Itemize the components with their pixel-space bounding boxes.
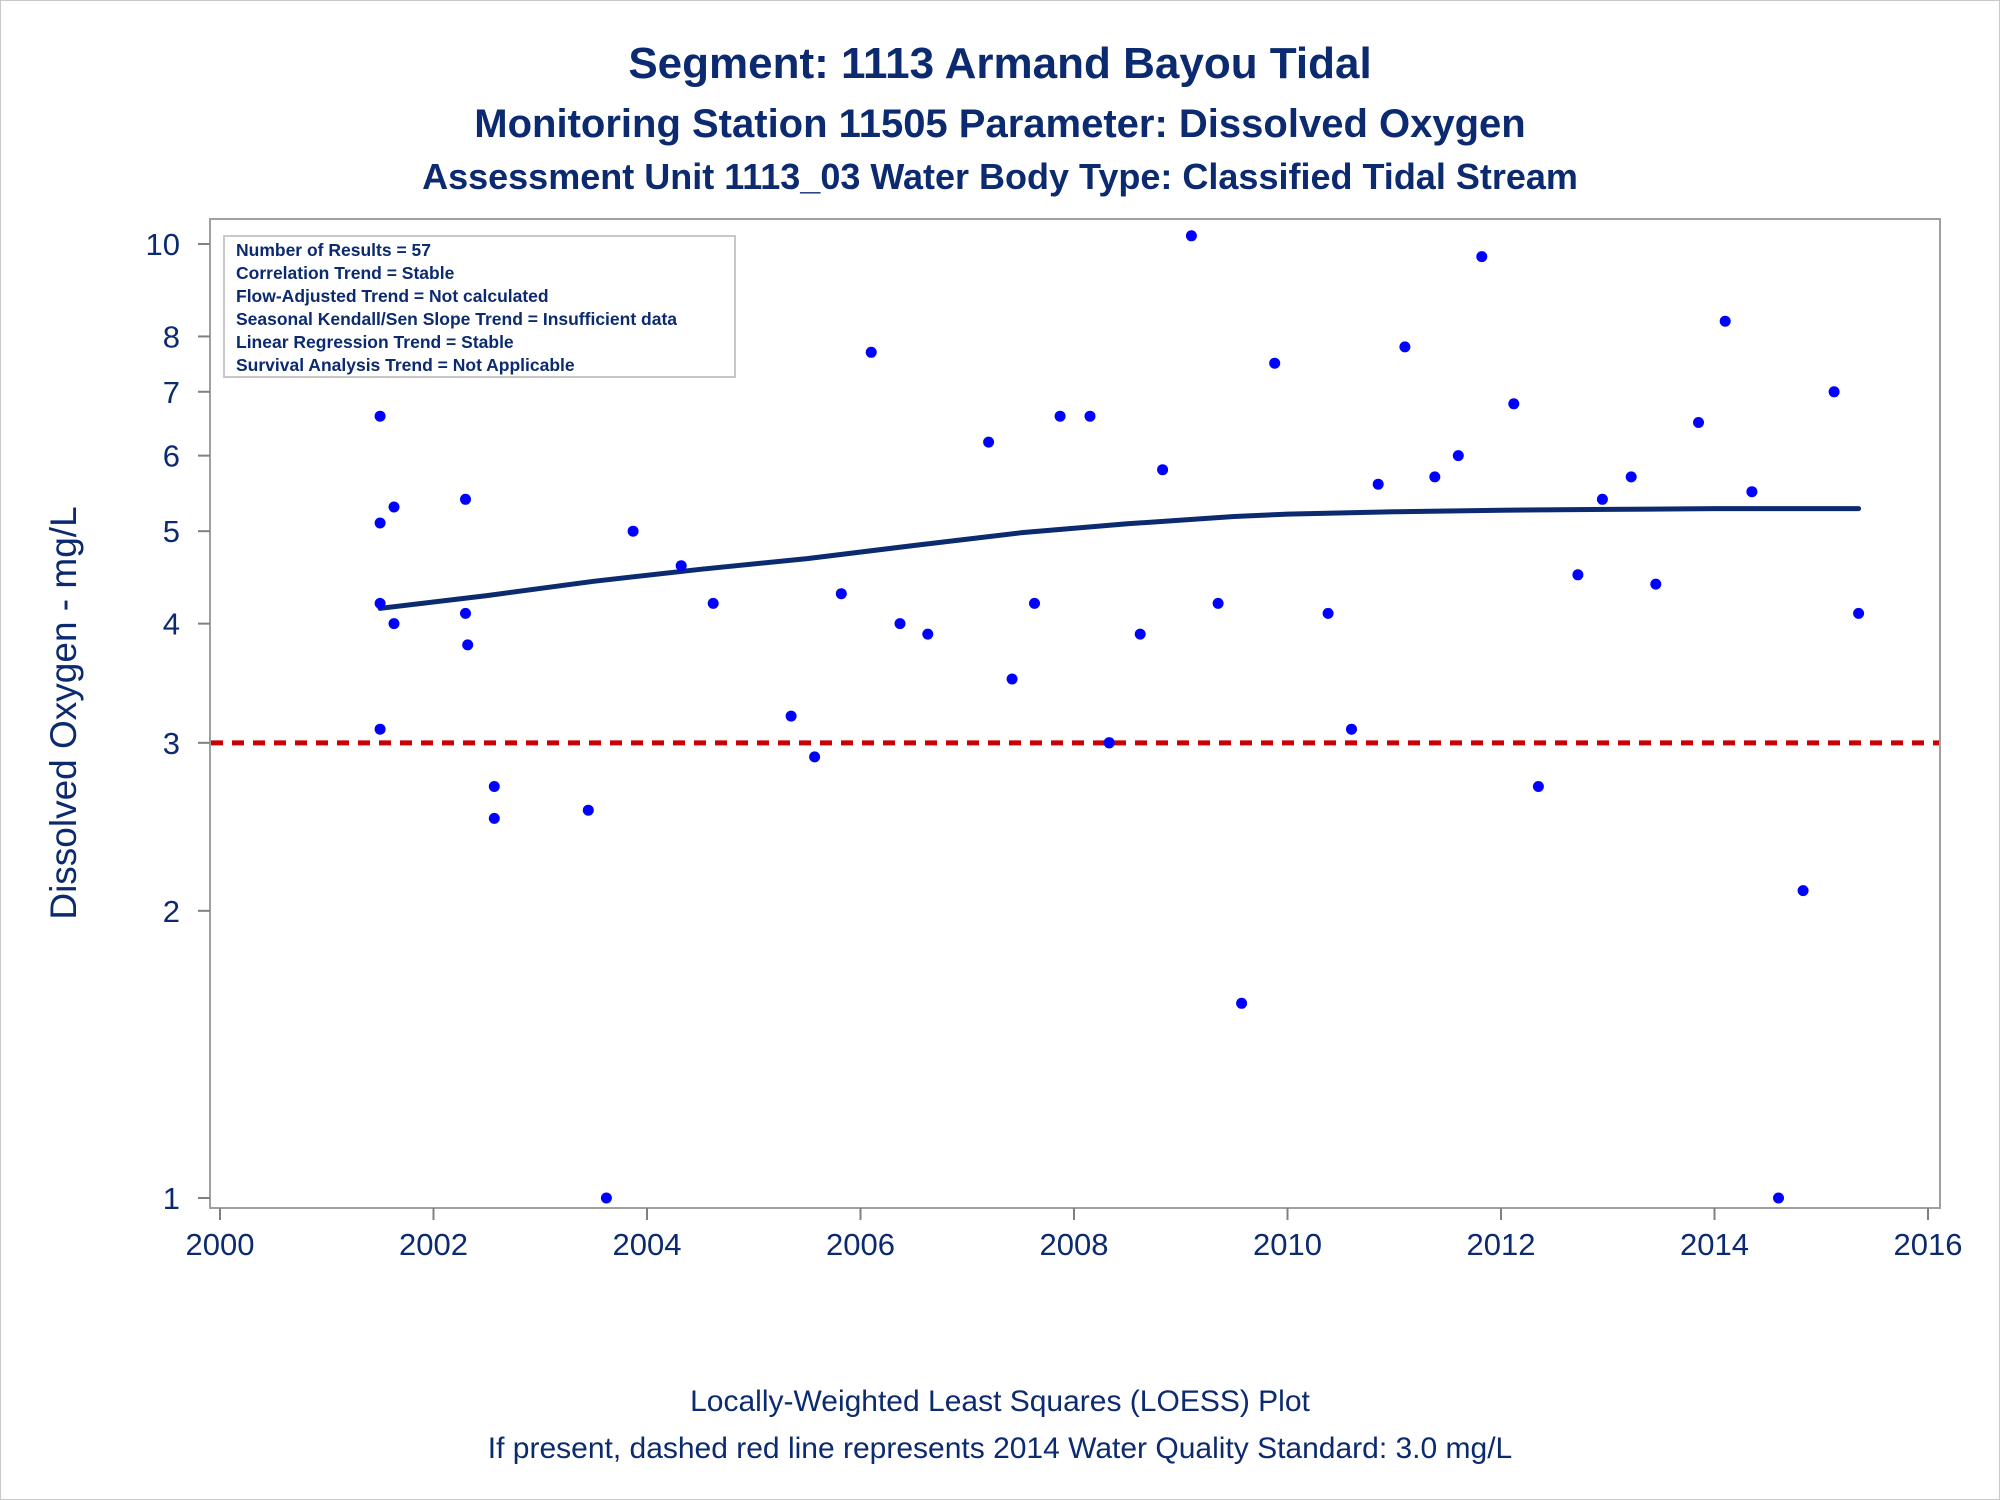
x-tick-label: 2000 <box>186 1227 255 1262</box>
data-point <box>1625 471 1637 483</box>
data-point <box>374 723 386 735</box>
y-tick-label: 5 <box>163 514 180 549</box>
data-point <box>1029 597 1040 609</box>
stats-line-2: Correlation Trend = Stable <box>236 263 455 283</box>
data-point <box>1236 997 1248 1009</box>
x-tick-label: 2006 <box>826 1227 895 1262</box>
data-point <box>374 517 386 529</box>
stats-line-4: Seasonal Kendall/Sen Slope Trend = Insuf… <box>236 309 677 329</box>
data-point <box>1006 673 1018 685</box>
y-axis: 1 2 3 4 5 6 7 8 10 <box>146 227 210 1216</box>
loess-line <box>377 506 1862 611</box>
chart-subtitle: Monitoring Station 11505 Parameter: Diss… <box>474 102 1525 146</box>
data-point <box>1399 341 1411 353</box>
data-point <box>488 812 500 824</box>
data-point <box>835 588 847 600</box>
data-point <box>894 618 906 630</box>
data-point <box>1372 478 1384 490</box>
data-point <box>1650 578 1662 590</box>
data-point <box>707 597 719 609</box>
data-point <box>922 628 934 640</box>
data-point <box>1212 597 1224 609</box>
y-tick-label: 10 <box>146 227 180 262</box>
data-point <box>1853 607 1865 619</box>
footnote-1: Locally-Weighted Least Squares (LOESS) P… <box>690 1385 1310 1418</box>
data-point <box>1103 737 1115 749</box>
data-point <box>809 751 821 763</box>
data-point <box>1508 398 1520 410</box>
y-tick-label: 1 <box>163 1181 180 1216</box>
data-point <box>1322 607 1334 619</box>
data-points-group <box>374 230 1865 1204</box>
data-point <box>1452 450 1464 462</box>
data-point <box>1746 486 1758 498</box>
data-point <box>1185 230 1197 242</box>
chart-subtitle-2: Assessment Unit 1113_03 Water Body Type:… <box>422 156 1578 197</box>
x-tick-label: 2008 <box>1040 1227 1109 1262</box>
y-tick-label: 7 <box>163 375 180 410</box>
data-point <box>600 1192 612 1204</box>
stats-inset: Number of Results = 57 Correlation Trend… <box>223 235 736 378</box>
data-point <box>462 639 474 651</box>
y-tick-label: 3 <box>163 726 180 761</box>
data-point <box>1773 1192 1784 1204</box>
stats-line-5: Linear Regression Trend = Stable <box>236 332 514 352</box>
data-point <box>488 781 500 792</box>
x-tick-label: 2004 <box>613 1227 682 1262</box>
data-point <box>1084 410 1096 422</box>
stats-line-6: Survival Analysis Trend = Not Applicable <box>236 355 575 375</box>
data-point <box>983 436 995 448</box>
data-point <box>388 618 400 630</box>
stats-line-1: Number of Results = 57 <box>236 240 431 260</box>
data-point <box>1476 251 1488 263</box>
x-tick-label: 2016 <box>1894 1227 1963 1262</box>
data-point <box>374 597 386 609</box>
data-point <box>1532 781 1544 792</box>
data-point <box>785 710 797 722</box>
data-point <box>1134 628 1146 640</box>
data-point <box>675 560 687 572</box>
x-axis: 2000 2002 2004 2006 2008 2010 2012 2014 2016 <box>186 1208 1963 1262</box>
data-point <box>1693 417 1704 428</box>
plot-area <box>209 218 1941 1209</box>
data-point <box>582 804 594 816</box>
data-point <box>460 493 471 505</box>
data-point <box>1346 723 1357 735</box>
data-point <box>1797 885 1809 897</box>
data-point <box>374 410 386 422</box>
x-tick-label: 2010 <box>1253 1227 1322 1262</box>
data-point <box>1596 493 1608 505</box>
data-point <box>1269 357 1281 369</box>
chart-title: Segment: 1113 Armand Bayou Tidal <box>628 39 1371 88</box>
stats-line-3: Flow-Adjusted Trend = Not calculated <box>236 286 549 306</box>
data-point <box>1054 410 1066 422</box>
y-tick-label: 6 <box>163 439 180 474</box>
data-point <box>1572 569 1584 581</box>
data-point <box>1429 471 1441 483</box>
y-tick-label: 4 <box>163 607 180 642</box>
data-point <box>1157 464 1169 476</box>
data-point <box>460 607 471 619</box>
stats-inset-box <box>223 235 736 378</box>
x-tick-label: 2012 <box>1467 1227 1536 1262</box>
data-point <box>388 501 400 513</box>
data-point <box>865 346 877 358</box>
y-tick-label: 8 <box>163 319 180 354</box>
loess-line-group <box>377 506 1862 611</box>
data-point <box>1828 386 1840 398</box>
footnote-2: If present, dashed red line represents 2… <box>488 1432 1512 1465</box>
x-tick-label: 2014 <box>1680 1227 1749 1262</box>
data-point <box>627 525 639 537</box>
y-axis-label: Dissolved Oxygen - mg/L <box>43 506 84 919</box>
y-tick-label: 2 <box>163 894 180 929</box>
x-tick-label: 2002 <box>399 1227 468 1262</box>
data-point <box>1719 315 1731 327</box>
